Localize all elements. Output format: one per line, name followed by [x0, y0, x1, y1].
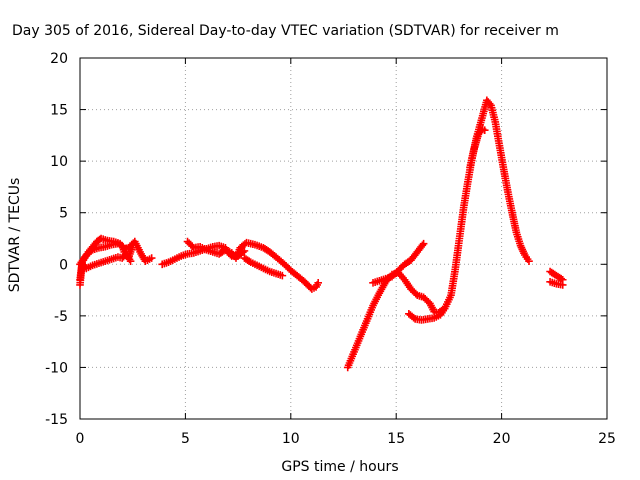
- data-point: [419, 239, 428, 248]
- series-arc-6: [240, 254, 287, 280]
- plot-frame: [79, 57, 608, 420]
- data-point: [240, 247, 249, 255]
- x-tick-label: 20: [493, 431, 511, 447]
- y-tick-label: 0: [59, 257, 68, 273]
- y-tick-label: 10: [50, 154, 68, 170]
- data-series: [76, 96, 567, 372]
- data-point: [126, 257, 135, 265]
- x-tick-label: 10: [282, 431, 300, 447]
- axis-ticks: 0 5 10 15 20 25 -15 -10 -5 0 5 10 15 20: [45, 51, 616, 447]
- data-point: [128, 241, 137, 250]
- x-tick-label: 25: [598, 431, 616, 447]
- y-axis-label: SDTVAR / TECUs: [7, 178, 23, 293]
- x-tick-label: 15: [387, 431, 405, 447]
- series-arc-5: [183, 237, 323, 293]
- series-arc-12: [546, 278, 567, 289]
- x-tick-label: 5: [181, 431, 190, 447]
- y-tick-label: -10: [45, 360, 68, 376]
- data-point: [480, 126, 489, 134]
- series-arc-11: [546, 267, 567, 284]
- grid: [80, 58, 607, 419]
- series-arc-9: [405, 96, 533, 324]
- x-axis-label: GPS time / hours: [281, 459, 398, 475]
- data-point: [558, 281, 567, 289]
- y-tick-label: 5: [59, 206, 68, 222]
- data-point: [278, 271, 287, 280]
- data-point: [147, 254, 156, 262]
- series-arc-10: [466, 125, 489, 172]
- y-tick-label: -15: [45, 412, 68, 428]
- data-point: [525, 257, 533, 265]
- y-tick-label: 20: [50, 51, 68, 67]
- series-arc-8: [369, 239, 428, 287]
- series-arc-3: [76, 250, 135, 284]
- x-tick-label: 0: [76, 431, 85, 447]
- data-point: [314, 279, 323, 287]
- y-tick-label: 15: [50, 103, 68, 119]
- y-tick-label: -5: [54, 309, 68, 325]
- chart-title: Day 305 of 2016, Sidereal Day-to-day VTE…: [12, 23, 559, 39]
